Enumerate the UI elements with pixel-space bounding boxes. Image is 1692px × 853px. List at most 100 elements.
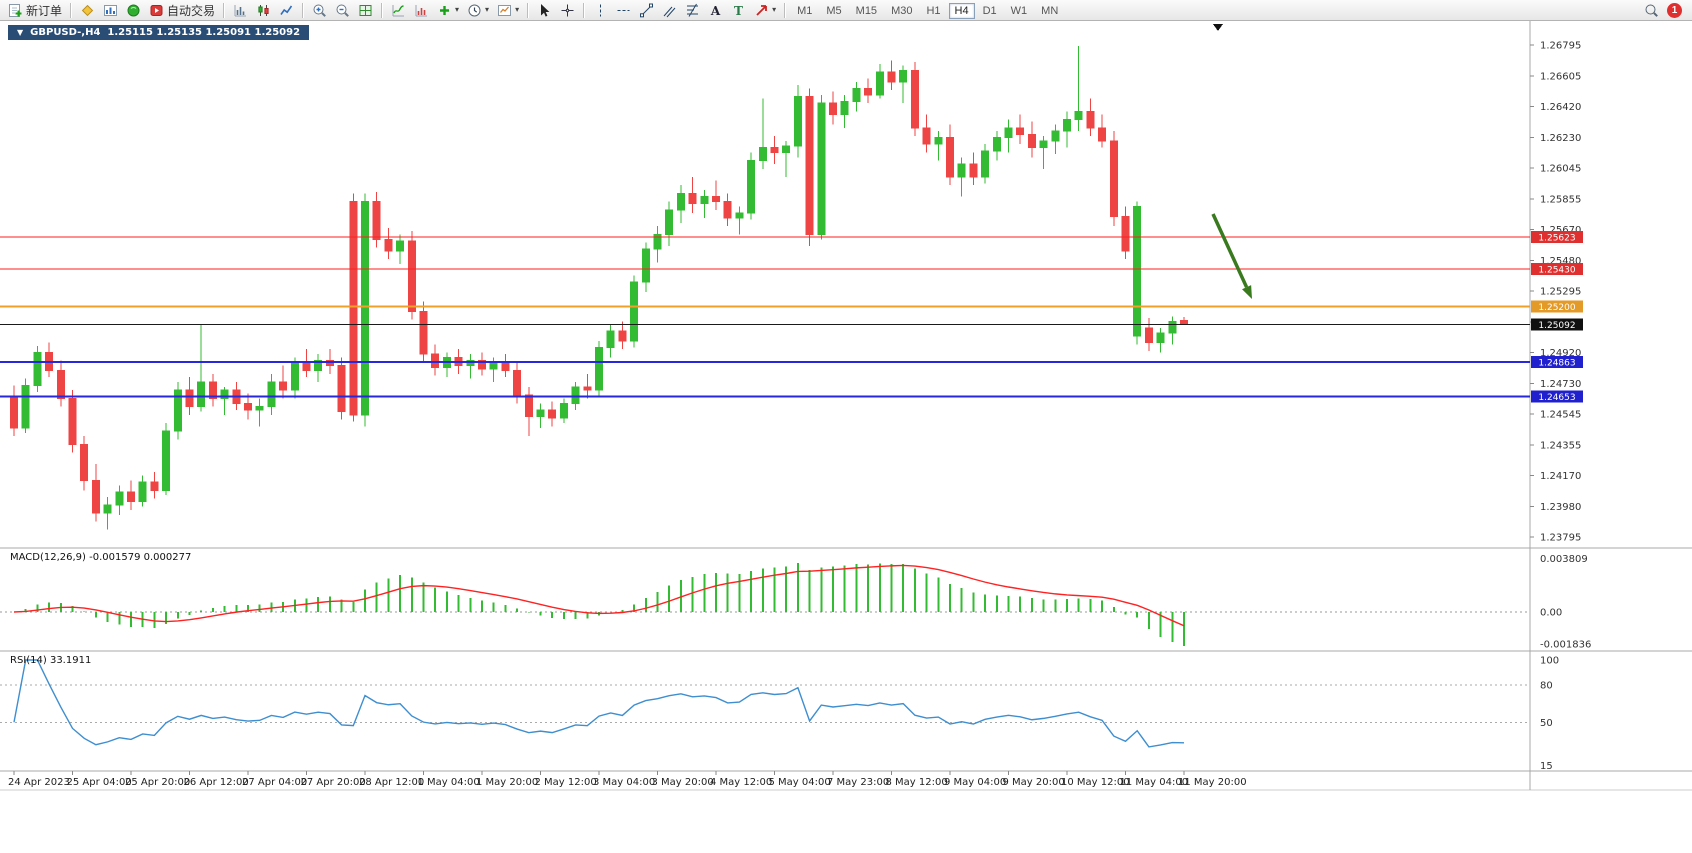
time-axis-label: 5 May 04:00 — [769, 777, 831, 788]
crosshair-icon — [561, 4, 574, 16]
timeframe-m30[interactable]: M30 — [885, 3, 918, 19]
candle-body — [91, 479, 100, 514]
period-dropdown[interactable]: ▾ — [463, 1, 493, 20]
price-axis-label: 1.24170 — [1540, 471, 1581, 482]
candle-body — [805, 96, 814, 235]
candle-body — [770, 147, 779, 153]
timeframe-h1[interactable]: H1 — [920, 3, 946, 19]
candle-body — [829, 102, 837, 116]
timeframe-m5[interactable]: M5 — [820, 3, 847, 19]
auto-trading-icon — [150, 4, 163, 16]
candlestick-chart-button[interactable] — [252, 1, 275, 20]
cursor-button[interactable] — [533, 1, 556, 20]
candle-body — [68, 397, 77, 445]
add-indicator-dropdown[interactable]: ▾ — [433, 1, 463, 20]
horizontal-line-icon — [617, 9, 630, 11]
vertical-line-button[interactable] — [589, 1, 612, 20]
candle-body — [665, 209, 674, 235]
notification-badge[interactable]: 1 — [1667, 2, 1682, 18]
trend-arrow-line[interactable] — [1211, 213, 1249, 288]
price-line-badge — [1531, 231, 1583, 244]
candle-body — [571, 386, 580, 404]
price-axis-label: 1.26795 — [1540, 41, 1581, 52]
timeframe-mn[interactable]: MN — [1035, 3, 1064, 19]
candle-body — [466, 360, 475, 367]
time-axis-label: 28 Apr 12:00 — [359, 777, 424, 788]
add-indicator-icon — [440, 5, 450, 15]
indicators-button[interactable] — [387, 1, 410, 20]
timeframe-w1[interactable]: W1 — [1005, 3, 1034, 19]
main-toolbar: 新订单 自动交易 — [0, 0, 1692, 21]
candle-body — [817, 102, 826, 235]
time-axis-label: 3 May 20:00 — [652, 777, 714, 788]
timeframe-m15[interactable]: M15 — [850, 3, 883, 19]
new-order-button[interactable]: 新订单 — [4, 1, 66, 20]
timeframe-m1[interactable]: M1 — [791, 3, 818, 19]
timeframe-d1[interactable]: D1 — [977, 3, 1003, 19]
macd-signal-line — [13, 564, 1185, 627]
new-chart-button[interactable] — [99, 1, 122, 20]
candle-body — [279, 381, 288, 391]
candle-body — [934, 137, 943, 145]
time-axis-label: 9 May 20:00 — [1003, 777, 1065, 788]
candle-body — [80, 443, 89, 481]
candle-body — [957, 163, 966, 178]
candle-body — [407, 240, 416, 312]
candle-body — [723, 201, 732, 219]
candle-body — [981, 150, 990, 178]
bar-chart-button[interactable] — [229, 1, 252, 20]
price-line-badge — [1531, 262, 1583, 275]
candle-body — [56, 370, 65, 399]
candle-body — [185, 389, 194, 408]
template-dropdown[interactable]: ▾ — [493, 1, 523, 20]
macd-axis-zero-label: 0.00 — [1540, 608, 1562, 619]
trend-arrow-head[interactable] — [1242, 285, 1252, 299]
zoom-out-button[interactable] — [331, 1, 354, 20]
toolbar-separator — [70, 2, 73, 18]
collapse-triangle-icon[interactable]: ▼ — [17, 28, 24, 37]
fibonacci-button[interactable] — [681, 1, 704, 20]
candle-body — [1051, 130, 1060, 142]
price-axis-label: 1.25855 — [1540, 195, 1581, 206]
time-axis-label: 8 May 12:00 — [886, 777, 948, 788]
candle-body — [782, 145, 791, 153]
label-button[interactable]: T — [727, 1, 750, 20]
arrows-dropdown[interactable]: ▾ — [750, 1, 780, 20]
timeframe-button-group: M1 M5 M15 M30 H1 H4 D1 W1 MN — [790, 1, 1065, 19]
chart-title-bar: ▼ GBPUSD-,H4 1.25115 1.25135 1.25091 1.2… — [8, 25, 310, 40]
search-button[interactable] — [1640, 1, 1663, 20]
line-chart-button[interactable] — [275, 1, 298, 20]
price-axis-label: 1.26420 — [1540, 102, 1581, 113]
candle-body — [244, 402, 252, 411]
candle-body — [969, 163, 978, 178]
zoom-in-button[interactable] — [308, 1, 331, 20]
candle-body — [197, 381, 206, 408]
channel-button[interactable] — [658, 1, 681, 20]
candle-body — [583, 386, 592, 391]
zoom-out-icon — [336, 4, 349, 17]
candle-body — [384, 238, 393, 252]
rsi-axis-label: 100 — [1540, 656, 1559, 667]
toolbar-separator — [583, 2, 586, 18]
timeframe-h4[interactable]: H4 — [948, 3, 975, 19]
market-data-button[interactable] — [122, 1, 145, 20]
text-a-icon: A — [710, 4, 721, 18]
candle-body — [162, 430, 171, 491]
auto-trading-button[interactable]: 自动交易 — [145, 1, 219, 20]
trendline-button[interactable] — [635, 1, 658, 20]
horizontal-line-button[interactable] — [612, 1, 635, 20]
text-button[interactable]: A — [704, 1, 727, 20]
tile-windows-button[interactable] — [354, 1, 377, 20]
diamond-button[interactable] — [76, 1, 99, 20]
objects-list-button[interactable] — [410, 1, 433, 20]
candle-body — [676, 192, 685, 211]
crosshair-button[interactable] — [556, 1, 579, 20]
trendline-icon — [640, 3, 654, 17]
candle-body — [478, 360, 486, 370]
price-line-badge — [1531, 390, 1583, 403]
price-line-badge — [1531, 318, 1583, 331]
chart-symbol-period: GBPUSD-,H4 — [30, 27, 101, 38]
text-label-icon: T — [734, 4, 743, 18]
